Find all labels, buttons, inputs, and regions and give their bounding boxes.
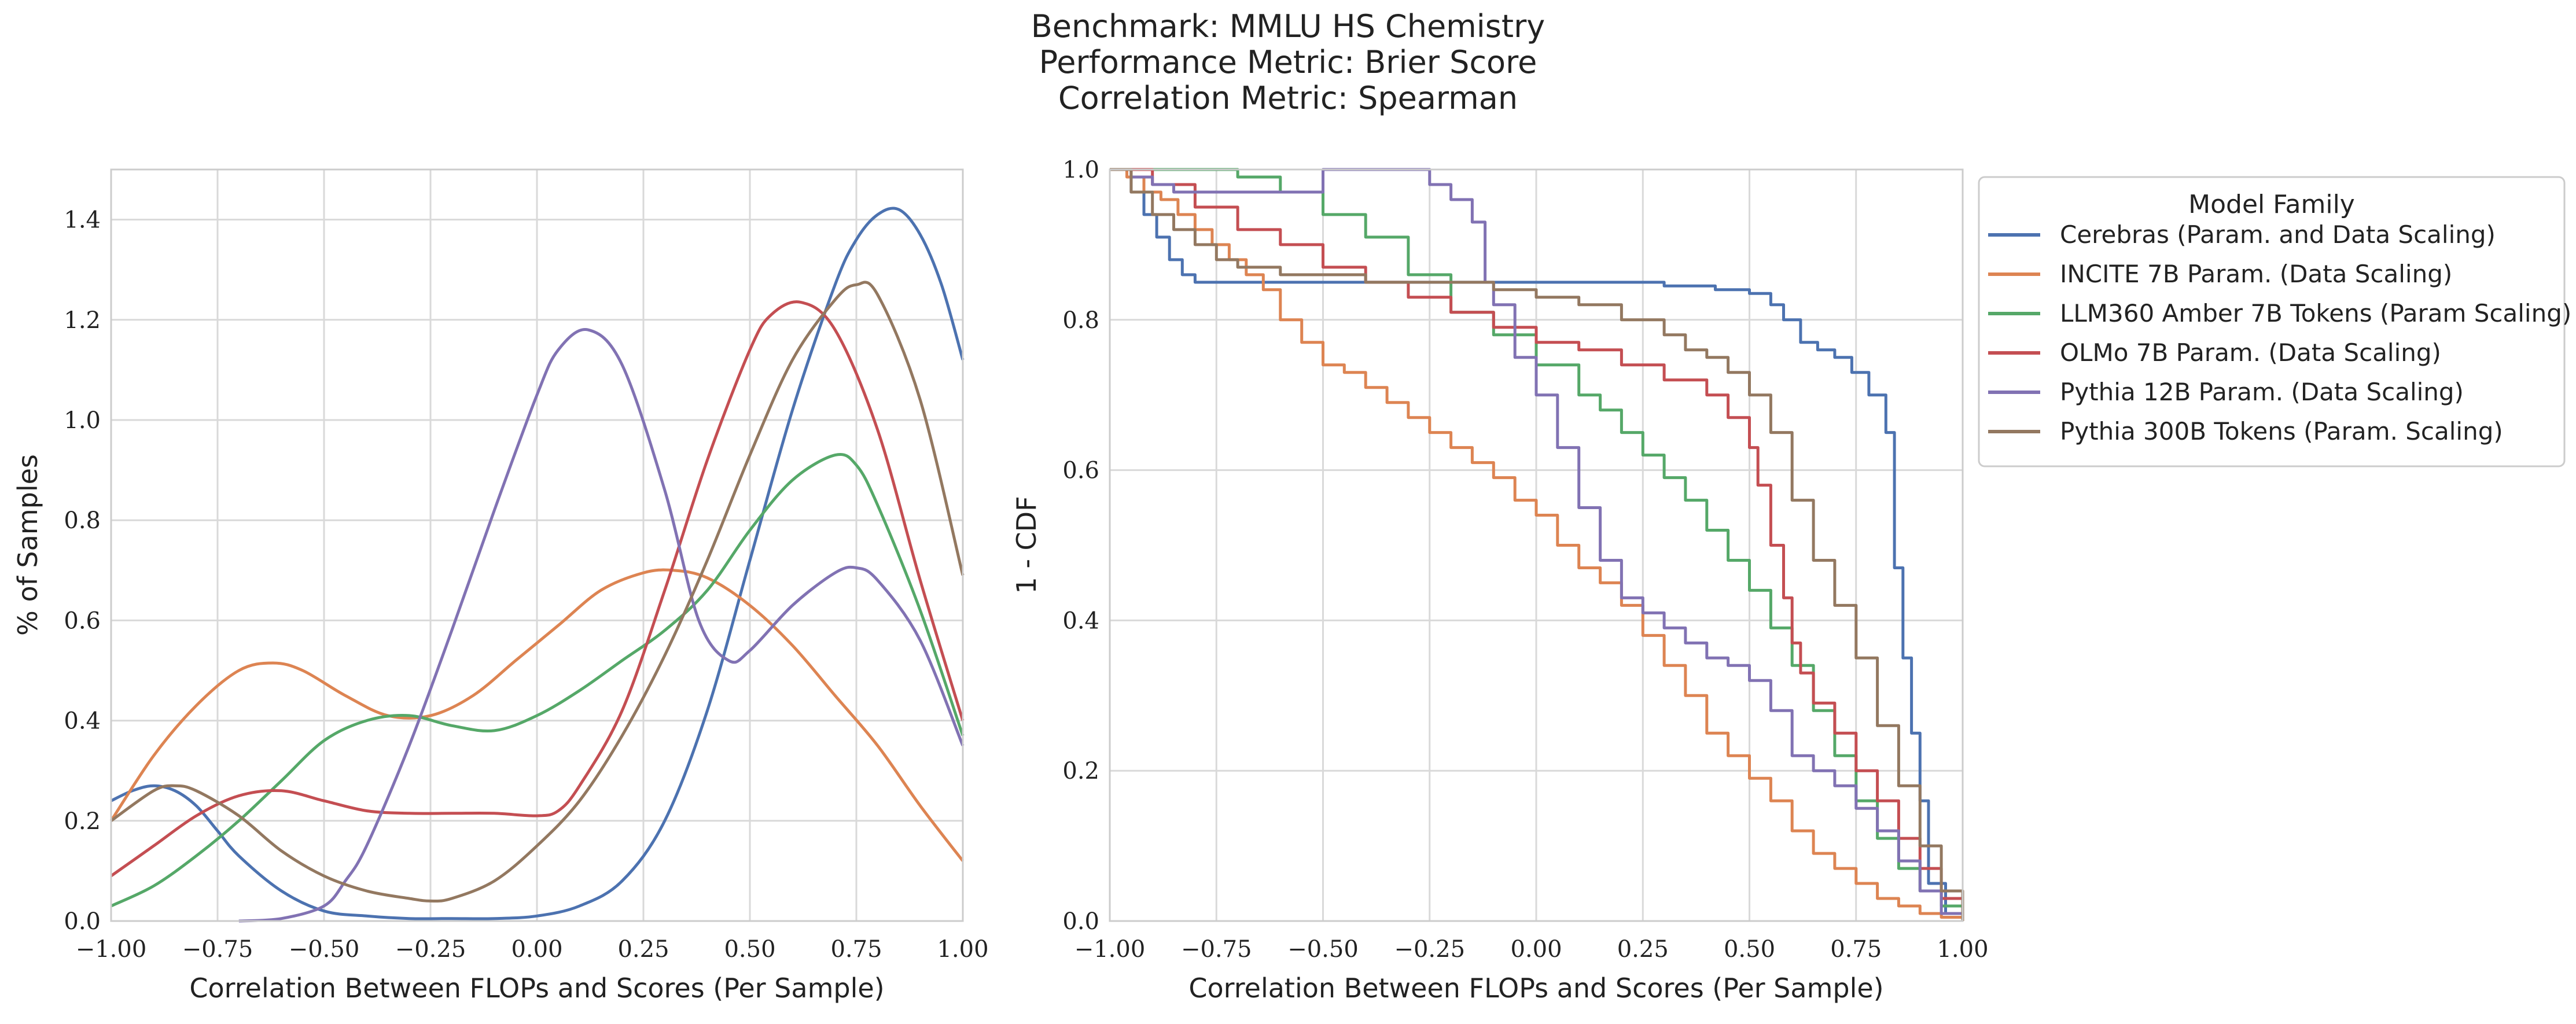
kde-x-axis-label: Correlation Between FLOPs and Scores (Pe…	[189, 973, 884, 1004]
survival-x-tick-label: 1.00	[1937, 936, 1988, 963]
legend-label: Cerebras (Param. and Data Scaling)	[2060, 220, 2496, 249]
kde-y-tick-label: 1.2	[64, 307, 101, 334]
survival-series-line-pythia300b	[1110, 168, 1964, 921]
survival-series-line-cerebras	[1110, 168, 1964, 921]
legend-title: Model Family	[2188, 190, 2355, 219]
kde-y-tick-label: 0.8	[64, 507, 101, 534]
survival-x-tick-label: −0.75	[1181, 936, 1252, 963]
kde-x-tick-label: 0.25	[617, 936, 669, 963]
suptitle-line-1: Benchmark: MMLU HS Chemistry	[1031, 8, 1545, 45]
legend-label: INCITE 7B Param. (Data Scaling)	[2060, 260, 2452, 288]
kde-series-line-pythia12b	[238, 328, 965, 923]
survival-y-tick-label: 0.4	[1062, 607, 1099, 634]
survival-y-axis-label: 1 - CDF	[1011, 496, 1042, 594]
kde-gridlines	[110, 170, 964, 922]
kde-x-tick-label: 0.50	[724, 936, 775, 963]
survival-y-tick-label: 0.8	[1062, 307, 1099, 334]
kde-series-line-incite	[109, 568, 964, 862]
kde-x-tick-label: −0.50	[289, 936, 360, 963]
legend: Model Family Cerebras (Param. and Data S…	[1978, 176, 2571, 467]
kde-x-tick-label: −1.00	[76, 936, 147, 963]
kde-y-axis-label: % of Samples	[12, 454, 43, 636]
kde-x-tick-label: −0.75	[182, 936, 253, 963]
kde-plot-frame	[110, 168, 964, 922]
survival-plot: −1.00 −0.75 −0.50 −0.25 0.00 0.25 0.50 0.75 1.00…	[1011, 157, 1989, 1004]
legend-label: Pythia 300B Tokens (Param. Scaling)	[2060, 417, 2503, 445]
kde-series-lines	[109, 207, 965, 923]
kde-series-line-pythia300b	[110, 281, 965, 903]
legend-label: OLMo 7B Param. (Data Scaling)	[2060, 338, 2441, 367]
kde-x-tick-labels: −1.00 −0.75 −0.50 −0.25 0.00 0.25 0.50 0.75 1.00	[76, 936, 989, 963]
legend-label: Pythia 12B Param. (Data Scaling)	[2060, 378, 2464, 406]
kde-x-tick-label: 0.75	[830, 936, 882, 963]
survival-y-tick-label: 0.2	[1062, 758, 1099, 784]
survival-series-line-olmo	[1110, 168, 1964, 910]
legend-entries: Cerebras (Param. and Data Scaling) INCITE…	[1988, 220, 2571, 445]
survival-x-axis-label: Correlation Between FLOPs and Scores (Pe…	[1188, 973, 1883, 1004]
survival-x-tick-label: −0.50	[1287, 936, 1359, 963]
survival-series-line-pythia12b	[1110, 168, 1964, 921]
kde-x-tick-label: −0.25	[395, 936, 466, 963]
kde-series-line-llm360	[110, 452, 965, 908]
kde-y-tick-label: 1.4	[64, 207, 101, 234]
kde-y-tick-label: 0.4	[64, 708, 101, 735]
kde-y-tick-label: 0.2	[64, 808, 101, 835]
survival-x-tick-label: −0.25	[1394, 936, 1465, 963]
kde-x-tick-label: 1.00	[937, 936, 988, 963]
suptitle-line-3: Correlation Metric: Spearman	[1058, 80, 1518, 116]
survival-x-tick-label: 0.75	[1830, 936, 1882, 963]
kde-y-tick-label: 0.6	[64, 607, 101, 634]
survival-x-tick-label: 0.00	[1510, 936, 1562, 963]
survival-y-tick-label: 0.0	[1062, 908, 1099, 935]
survival-y-tick-label: 0.6	[1062, 458, 1099, 484]
survival-y-tick-label: 1.0	[1062, 157, 1099, 183]
legend-label: LLM360 Amber 7B Tokens (Param Scaling)	[2060, 299, 2571, 327]
survival-x-tick-labels: −1.00 −0.75 −0.50 −0.25 0.00 0.25 0.50 0.75 1.00	[1074, 936, 1989, 963]
survival-x-tick-label: 0.25	[1617, 936, 1669, 963]
survival-y-tick-labels: 0.0 0.2 0.4 0.6 0.8 1.0	[1062, 157, 1099, 935]
kde-x-tick-label: 0.00	[511, 936, 562, 963]
kde-plot: −1.00 −0.75 −0.50 −0.25 0.00 0.25 0.50 0.75 1.00…	[12, 168, 989, 1004]
survival-plot-frame	[1109, 168, 1964, 922]
survival-series-lines	[1110, 168, 1964, 921]
survival-series-line-llm360	[1110, 168, 1964, 914]
kde-y-tick-labels: 0.0 0.2 0.4 0.6 0.8 1.0 1.2 1.4	[64, 207, 101, 935]
kde-y-tick-label: 1.0	[64, 407, 101, 434]
survival-x-tick-label: 0.50	[1724, 936, 1775, 963]
survival-x-tick-label: −1.00	[1074, 936, 1146, 963]
legend-box	[1978, 176, 2566, 467]
kde-series-line-olmo	[110, 300, 965, 878]
suptitle-line-2: Performance Metric: Brier Score	[1039, 44, 1537, 80]
kde-y-tick-label: 0.0	[64, 908, 101, 935]
